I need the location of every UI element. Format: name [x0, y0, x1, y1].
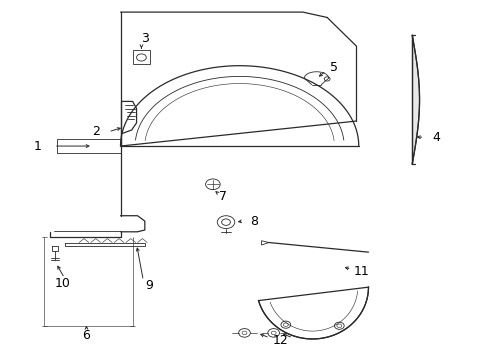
- Bar: [132, 50, 150, 64]
- Polygon shape: [411, 35, 419, 164]
- Text: 1: 1: [34, 140, 41, 153]
- Text: 3: 3: [141, 32, 148, 45]
- Text: 4: 4: [432, 131, 440, 144]
- Text: 10: 10: [54, 277, 70, 290]
- Text: 11: 11: [353, 265, 368, 278]
- Text: 8: 8: [250, 215, 258, 228]
- Text: 5: 5: [330, 61, 338, 74]
- Text: 6: 6: [82, 329, 90, 342]
- Text: 7: 7: [218, 190, 226, 203]
- Text: 12: 12: [272, 334, 288, 347]
- Text: 2: 2: [92, 125, 100, 138]
- Text: 9: 9: [145, 279, 153, 292]
